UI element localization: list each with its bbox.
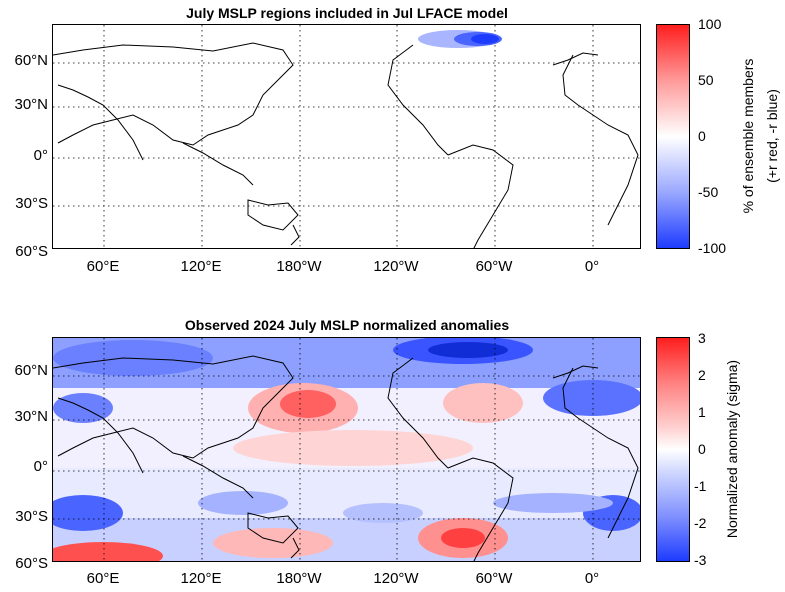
bottom-map	[52, 337, 641, 562]
bottom-map-svg	[53, 338, 640, 561]
bottom-coastlines	[53, 355, 639, 561]
bottom-ytick-60s: 60°S	[15, 555, 48, 572]
top-xtick-180w: 180°W	[276, 258, 322, 275]
top-map-svg	[53, 25, 640, 248]
bottom-cbar-tick-2: 2	[698, 367, 706, 383]
top-ytick-60n: 60°N	[14, 52, 48, 69]
bottom-gridlines	[53, 338, 640, 561]
top-map	[52, 24, 641, 249]
top-cbar-tick-0: 0	[698, 128, 706, 144]
bottom-xtick-180w: 180°W	[276, 570, 322, 587]
bottom-ytick-30n: 30°N	[14, 408, 48, 425]
bottom-ytick-0: 0°	[33, 458, 48, 475]
bottom-cbar-tick-0: 0	[698, 441, 706, 457]
top-ytick-30n: 30°N	[14, 96, 48, 113]
bottom-xtick-60e: 60°E	[86, 570, 120, 587]
bottom-xtick-0: 0°	[584, 570, 600, 587]
bottom-ytick-60n: 60°N	[14, 362, 48, 379]
bottom-cbar-tick-3: 3	[698, 330, 706, 346]
top-ytick-30s: 30°S	[15, 195, 48, 212]
bottom-cbar-tick-neg1: -1	[694, 478, 707, 494]
bottom-xtick-120e: 120°E	[180, 570, 222, 587]
top-map-title: July MSLP regions included in Jul LFACE …	[186, 5, 508, 21]
top-xtick-120e: 120°E	[180, 258, 222, 275]
bottom-cbar-tick-neg3: -3	[694, 552, 707, 568]
top-cbar-tick-100: 100	[698, 16, 722, 32]
top-cbar-tick-neg50: -50	[698, 184, 719, 200]
top-coastlines	[53, 42, 639, 248]
top-xtick-60e: 60°E	[86, 258, 120, 275]
top-gridlines	[53, 25, 640, 248]
bottom-xtick-120w: 120°W	[373, 570, 419, 587]
top-cbar-label-2: (+r red, -r blue)	[764, 89, 780, 183]
bottom-xtick-60w: 60°W	[475, 570, 513, 587]
bottom-ytick-30s: 30°S	[15, 508, 48, 525]
bottom-map-title: Observed 2024 July MSLP normalized anoma…	[184, 317, 510, 333]
top-ytick-60s: 60°S	[15, 243, 48, 260]
top-blue-region	[418, 30, 502, 48]
top-colorbar	[656, 24, 690, 249]
top-xtick-60w: 60°W	[475, 258, 513, 275]
top-xtick-0: 0°	[584, 258, 600, 275]
bottom-cbar-tick-1: 1	[698, 404, 706, 420]
bottom-colorbar	[656, 337, 690, 562]
bottom-anomaly-field	[53, 338, 640, 561]
top-xtick-120w: 120°W	[373, 258, 419, 275]
top-cbar-label-1: % of ensemble members	[740, 58, 756, 214]
bottom-cbar-tick-neg2: -2	[694, 515, 707, 531]
top-cbar-tick-50: 50	[698, 72, 714, 88]
bottom-cbar-label: Normalized anomaly (sigma)	[724, 359, 740, 539]
top-ytick-0: 0°	[33, 147, 48, 164]
top-cbar-tick-neg100: -100	[698, 240, 727, 256]
